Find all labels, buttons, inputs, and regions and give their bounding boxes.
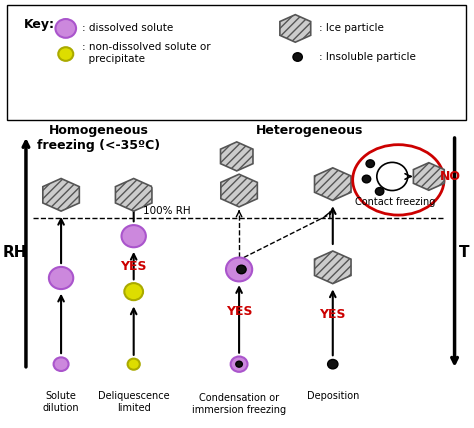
Text: YES: YES	[319, 308, 346, 321]
Polygon shape	[220, 142, 253, 171]
Polygon shape	[413, 163, 444, 190]
Text: Key:: Key:	[24, 18, 55, 31]
Circle shape	[54, 357, 69, 371]
Circle shape	[55, 19, 76, 38]
Polygon shape	[43, 178, 79, 211]
Polygon shape	[221, 174, 257, 207]
Text: Heterogeneous: Heterogeneous	[255, 125, 363, 137]
FancyBboxPatch shape	[7, 5, 466, 120]
Text: NO: NO	[439, 170, 460, 183]
Circle shape	[58, 47, 73, 61]
Text: Condensation or
immersion freezing: Condensation or immersion freezing	[192, 393, 286, 415]
Text: : Insoluble particle: : Insoluble particle	[319, 52, 416, 62]
Circle shape	[377, 162, 408, 190]
Circle shape	[226, 258, 252, 281]
Circle shape	[328, 360, 338, 369]
Text: T: T	[459, 245, 469, 260]
Circle shape	[49, 267, 73, 289]
Circle shape	[231, 357, 247, 372]
Polygon shape	[315, 168, 351, 200]
Circle shape	[293, 53, 302, 61]
Circle shape	[237, 265, 246, 274]
Text: YES: YES	[120, 260, 147, 273]
Text: : non-dissolved solute or
  precipitate: : non-dissolved solute or precipitate	[82, 42, 211, 63]
Circle shape	[124, 283, 143, 300]
Text: : dissolved solute: : dissolved solute	[82, 24, 173, 33]
Text: Deposition: Deposition	[307, 391, 359, 401]
Circle shape	[128, 359, 140, 370]
Text: Contact freezing: Contact freezing	[355, 197, 435, 207]
Polygon shape	[315, 251, 351, 284]
Text: Solute
dilution: Solute dilution	[43, 391, 79, 413]
Text: RH: RH	[3, 245, 27, 260]
Text: YES: YES	[226, 305, 252, 318]
Circle shape	[375, 187, 384, 195]
Circle shape	[236, 361, 242, 367]
Polygon shape	[116, 178, 152, 211]
Text: Homogeneous
freezing (<-35ºC): Homogeneous freezing (<-35ºC)	[37, 125, 160, 152]
Circle shape	[362, 175, 371, 183]
Circle shape	[121, 225, 146, 247]
Text: : Ice particle: : Ice particle	[319, 24, 383, 33]
Text: 100% RH: 100% RH	[143, 206, 191, 216]
Polygon shape	[280, 15, 311, 42]
Text: Deliquescence
limited: Deliquescence limited	[98, 391, 170, 413]
Circle shape	[366, 160, 374, 167]
